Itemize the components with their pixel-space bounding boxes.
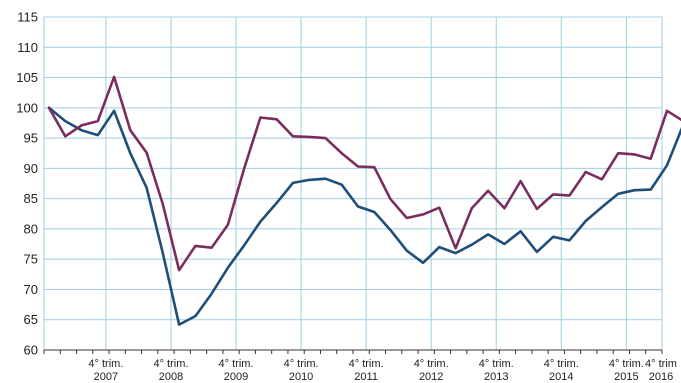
x-tick-label-year: 2012 — [419, 371, 443, 383]
y-tick-label: 85 — [24, 191, 38, 206]
y-tick-label: 100 — [16, 100, 38, 115]
x-tick-label-year: 2008 — [159, 371, 183, 383]
x-tick-label-quarter: 4° trim. — [219, 358, 254, 370]
y-tick-label: 60 — [24, 343, 38, 358]
x-tick-label-year: 2010 — [289, 371, 313, 383]
x-tick-label-quarter: 4° trim. — [544, 358, 579, 370]
y-tick-label: 75 — [24, 252, 38, 267]
x-tick-label-quarter: 4° trim. — [609, 358, 644, 370]
series-line-1 — [47, 106, 681, 326]
y-tick-label: 110 — [17, 40, 38, 55]
x-tick-label-year: 2013 — [484, 371, 508, 383]
y-tick-label: 80 — [24, 221, 38, 236]
x-tick-label-year: 2015 — [614, 371, 638, 383]
x-tick-label-year: 2016 — [649, 371, 673, 383]
x-tick-label-quarter: 4° trim. — [284, 358, 319, 370]
y-tick-label: 115 — [17, 10, 38, 25]
y-tick-label: 65 — [24, 312, 38, 327]
x-tick-label-quarter: 4° trim. — [153, 358, 188, 370]
y-tick-label: 105 — [16, 70, 38, 85]
x-tick-label-quarter: 4° trim. — [414, 358, 449, 370]
series-line-2 — [47, 75, 681, 272]
y-axis: 60 65 70 75 80 85 90 95 100 105 110 115 — [16, 10, 38, 358]
x-tick-label-year: 2009 — [224, 371, 248, 383]
x-tick-label-quarter: 4° trim. — [479, 358, 514, 370]
x-tick-label-quarter: 4° trim. — [349, 358, 384, 370]
x-tick-label-year: 2007 — [94, 371, 118, 383]
x-tick-label-year: 2014 — [549, 371, 573, 383]
x-tick-label-quarter: 4° trim. — [88, 358, 123, 370]
x-tick-label-quarter: 4° trim — [645, 358, 677, 370]
series-lines — [47, 75, 681, 326]
y-tick-label: 90 — [24, 161, 38, 176]
x-tick-label-year: 2011 — [354, 371, 378, 383]
y-tick-label: 95 — [24, 131, 38, 146]
y-tick-label: 70 — [24, 282, 38, 297]
